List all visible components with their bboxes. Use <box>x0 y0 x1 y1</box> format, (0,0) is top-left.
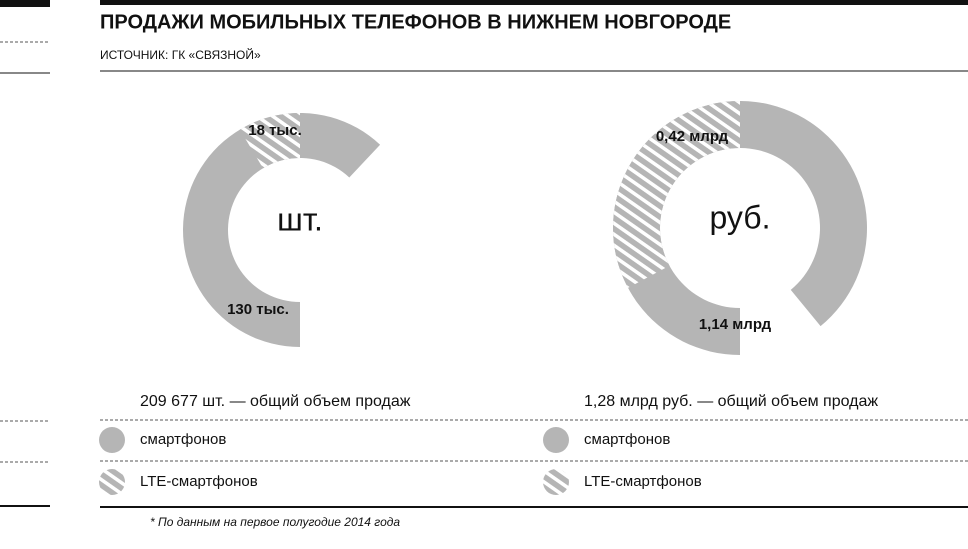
donut-segment <box>183 113 381 347</box>
value-label: 18 тыс. <box>248 122 302 139</box>
donut-segment <box>612 101 740 288</box>
legend-swatch <box>543 427 569 453</box>
center-label: руб. <box>709 199 770 235</box>
center-label: шт. <box>277 201 323 237</box>
legend-swatch <box>99 427 125 453</box>
donut-segment <box>239 113 300 169</box>
title: ПРОДАЖИ МОБИЛЬНЫХ ТЕЛЕФОНОВ В НИЖНЕМ НОВ… <box>100 11 731 33</box>
total-label: 209 677 шт. — общий объем продаж <box>140 393 411 410</box>
value-label: 1,14 млрд <box>699 316 772 333</box>
footnote: * По данным на первое полугодие 2014 год… <box>150 515 400 529</box>
legend-label: смартфонов <box>140 431 226 448</box>
value-label: 0,42 млрд <box>656 128 729 145</box>
source: ИСТОЧНИК: ГК «СВЯЗНОЙ» <box>100 47 261 62</box>
legend-swatch <box>543 469 569 495</box>
top-rule <box>100 0 968 5</box>
legend-swatch <box>99 469 125 495</box>
legend-label: смартфонов <box>584 431 670 448</box>
total-label: 1,28 млрд руб. — общий объем продаж <box>584 393 878 410</box>
decor-bar <box>0 0 50 7</box>
legend-label: LTE-смартфонов <box>140 473 258 490</box>
legend-label: LTE-смартфонов <box>584 473 702 490</box>
value-label: 130 тыс. <box>227 301 289 318</box>
